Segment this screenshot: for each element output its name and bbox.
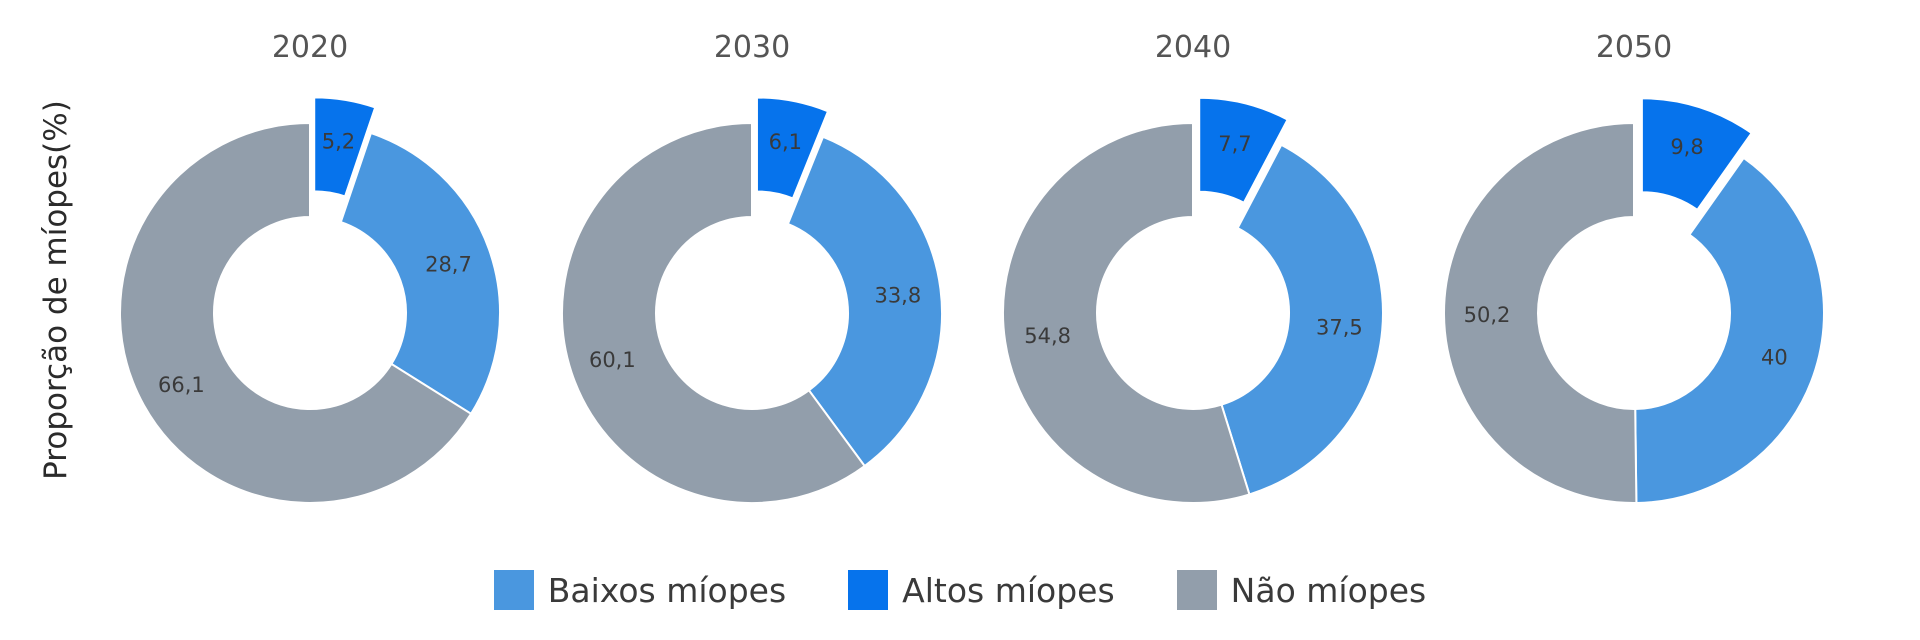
legend-label-nao: Não míopes [1230,570,1427,610]
data-label-altos: 9,8 [1670,135,1703,159]
chart-title: 2040 [1155,30,1231,65]
data-label-nao: 60,1 [589,348,636,372]
slice-altos [313,96,377,198]
data-label-altos: 5,2 [322,129,355,153]
y-axis-label: Proporção de míopes(%) [38,100,74,480]
chart-title: 2050 [1596,30,1672,65]
data-label-baixos: 37,5 [1316,315,1363,339]
data-label-baixos: 40 [1761,346,1788,370]
slice-baixos [1634,156,1825,504]
data-label-nao: 50,2 [1464,303,1511,327]
chart-title: 2030 [714,30,790,65]
data-label-nao: 66,1 [158,373,205,397]
donut-2030: 2030 6,1 33,8 60,1 [561,30,943,504]
legend-label-altos: Altos míopes [902,570,1115,610]
data-label-baixos: 33,8 [874,284,921,308]
legend-swatch-baixos [493,570,534,610]
legend-label-baixos: Baixos míopes [547,570,787,610]
slice-nao [561,121,867,504]
data-label-baixos: 28,7 [425,253,472,277]
legend-item-nao: Não míopes [1176,570,1427,610]
slice-baixos [339,131,501,416]
charts-group: 2020 5,2 28,7 66,1 2030 6,1 33,8 60,1 2040 7,7 37,… [119,30,1825,504]
legend: Baixos míopes Altos míopes Não míopes [0,570,1920,610]
data-label-altos: 6,1 [769,130,802,154]
slice-baixos [1220,143,1385,496]
slice-altos [1198,96,1289,205]
legend-swatch-altos [848,570,889,610]
donut-2050: 2050 9,8 40 50,2 [1443,30,1825,504]
data-label-nao: 54,8 [1024,324,1071,348]
slice-altos [755,96,830,200]
legend-item-baixos: Baixos míopes [493,570,787,610]
chart-title: 2020 [272,30,348,65]
donut-2040: 2040 7,7 37,5 54,8 [1002,30,1385,504]
slice-baixos [786,135,943,468]
data-label-altos: 7,7 [1218,132,1251,156]
slice-altos [1640,97,1754,212]
slice-nao [1002,121,1251,504]
slice-nao [119,121,473,504]
legend-item-altos: Altos míopes [848,570,1115,610]
slice-nao [1443,121,1638,504]
donut-2020: 2020 5,2 28,7 66,1 [119,30,501,504]
legend-swatch-nao [1176,570,1217,610]
